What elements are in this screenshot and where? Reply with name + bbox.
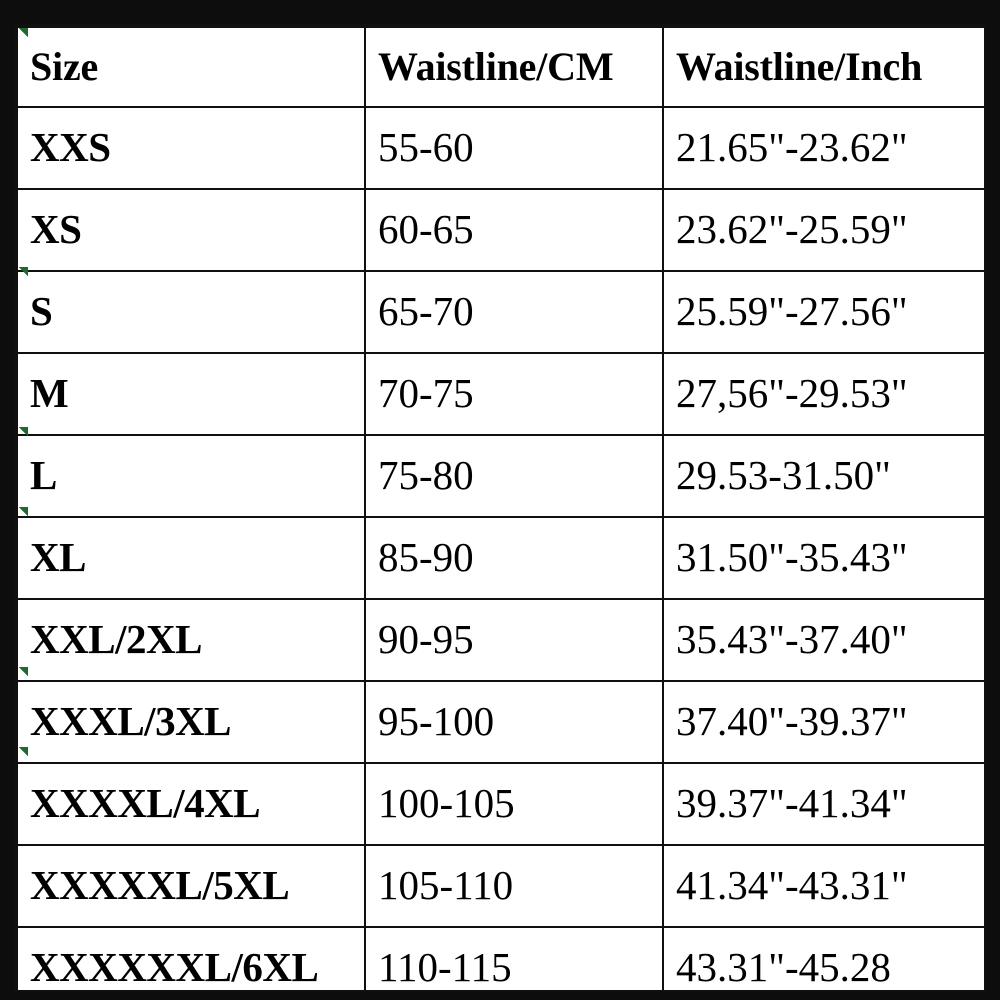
cell-size: XS: [16, 188, 366, 272]
cell-size: XXS: [16, 106, 366, 190]
cell-size: XXXXL/4XL: [16, 762, 366, 846]
cell-waistline-inch: 27,56"-29.53": [662, 352, 984, 436]
cell-waistline-cm: 75-80: [364, 434, 664, 518]
cell-waistline-inch: 21.65"-23.62": [662, 106, 984, 190]
cell-waistline-cm: 70-75: [364, 352, 664, 436]
cell-waistline-inch: 41.34"-43.31": [662, 844, 984, 928]
cell-waistline-cm: 90-95: [364, 598, 664, 682]
cell-waistline-inch: 39.37"-41.34": [662, 762, 984, 846]
cell-waistline-inch: 35.43"-37.40": [662, 598, 984, 682]
cell-waistline-inch: 29.53-31.50": [662, 434, 984, 518]
table-row: XXXXXXL/6XL 110-115 43.31"-45.28: [16, 926, 984, 990]
cell-waistline-inch: 31.50"-35.43": [662, 516, 984, 600]
cell-waistline-inch: 43.31"-45.28: [662, 926, 984, 990]
cell-size: XXL/2XL: [16, 598, 366, 682]
cell-waistline-inch: 37.40"-39.37": [662, 680, 984, 764]
cell-waistline-cm: 85-90: [364, 516, 664, 600]
header-row: Size Waistline/CM Waistline/Inch: [16, 26, 984, 108]
cell-size: S: [16, 270, 366, 354]
size-chart-table: Size Waistline/CM Waistline/Inch XXS 55-…: [16, 26, 984, 990]
cell-waistline-inch: 25.59"-27.56": [662, 270, 984, 354]
cell-waistline-inch: 23.62"-25.59": [662, 188, 984, 272]
table-row: XXL/2XL 90-95 35.43"-37.40": [16, 598, 984, 682]
cell-waistline-cm: 95-100: [364, 680, 664, 764]
table-row: XXS 55-60 21.65"-23.62": [16, 106, 984, 190]
size-chart-sheet: Size Waistline/CM Waistline/Inch XXS 55-…: [14, 24, 986, 992]
cell-waistline-cm: 100-105: [364, 762, 664, 846]
cell-waistline-cm: 55-60: [364, 106, 664, 190]
table-row: M 70-75 27,56"-29.53": [16, 352, 984, 436]
cell-waistline-cm: 110-115: [364, 926, 664, 990]
table-row: XS 60-65 23.62"-25.59": [16, 188, 984, 272]
cell-size: XXXXXL/5XL: [16, 844, 366, 928]
cell-size: XXXXXXL/6XL: [16, 926, 366, 990]
cell-waistline-cm: 105-110: [364, 844, 664, 928]
table-header: Size Waistline/CM Waistline/Inch: [16, 26, 984, 108]
table-row: XXXL/3XL 95-100 37.40"-39.37": [16, 680, 984, 764]
column-header-size: Size: [16, 26, 366, 108]
table-row: XL 85-90 31.50"-35.43": [16, 516, 984, 600]
cell-size: XXXL/3XL: [16, 680, 366, 764]
cell-size: L: [16, 434, 366, 518]
column-header-waistline-inch: Waistline/Inch: [662, 26, 984, 108]
cell-size: XL: [16, 516, 366, 600]
table-row: XXXXL/4XL 100-105 39.37"-41.34": [16, 762, 984, 846]
table-row: XXXXXL/5XL 105-110 41.34"-43.31": [16, 844, 984, 928]
cell-waistline-cm: 65-70: [364, 270, 664, 354]
cell-size: M: [16, 352, 366, 436]
column-header-waistline-cm: Waistline/CM: [364, 26, 664, 108]
cell-waistline-cm: 60-65: [364, 188, 664, 272]
table-body: XXS 55-60 21.65"-23.62" XS 60-65 23.62"-…: [16, 106, 984, 990]
table-row: L 75-80 29.53-31.50": [16, 434, 984, 518]
table-row: S 65-70 25.59"-27.56": [16, 270, 984, 354]
